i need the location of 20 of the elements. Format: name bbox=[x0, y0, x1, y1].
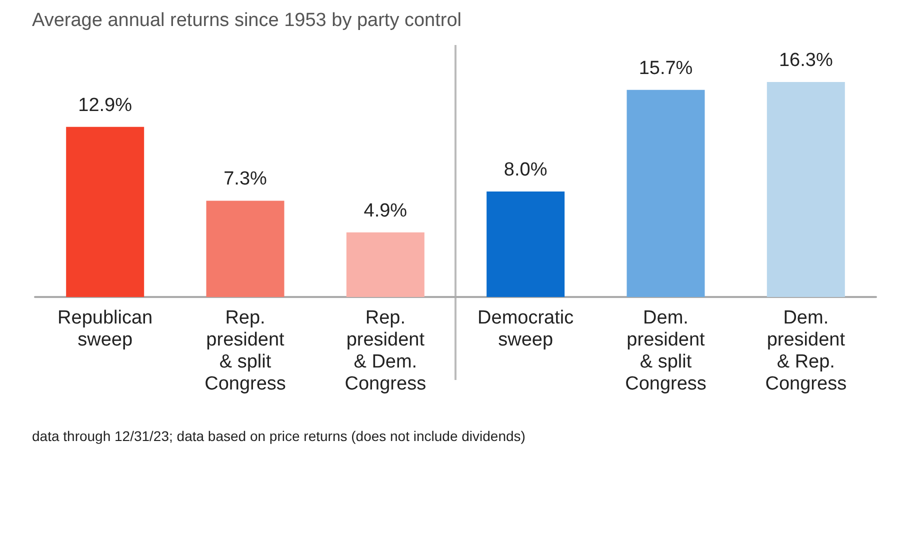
text: data through 12/31/23; data based on price returns (does not include dividends) bbox=[32, 428, 526, 444]
x-tick-label: Rep. president & Dem. Congress bbox=[344, 308, 426, 394]
bar bbox=[486, 191, 565, 297]
bar bbox=[766, 82, 845, 297]
x-tick-label: Dem. president & split Congress bbox=[625, 308, 706, 394]
data-label: 16.3% bbox=[778, 50, 833, 71]
data-label: 15.7% bbox=[638, 58, 693, 79]
bar bbox=[206, 200, 284, 297]
data-label: 4.9% bbox=[364, 200, 408, 222]
bar bbox=[626, 90, 705, 297]
x-tick-label: Democratic sweep bbox=[478, 308, 574, 350]
data-label: 12.9% bbox=[78, 94, 132, 116]
x-tick-label: Republican sweep bbox=[58, 308, 153, 350]
x-tick-label: Dem. president & Rep. Congress bbox=[765, 308, 847, 394]
chart-title: Average annual returns since 1953 by party control bbox=[32, 10, 462, 31]
x-tick-label: Rep. president & split Congress bbox=[204, 308, 286, 394]
data-label: 7.3% bbox=[224, 168, 268, 190]
bar bbox=[346, 232, 424, 297]
data-label: 8.0% bbox=[504, 159, 548, 180]
bar bbox=[66, 126, 144, 297]
